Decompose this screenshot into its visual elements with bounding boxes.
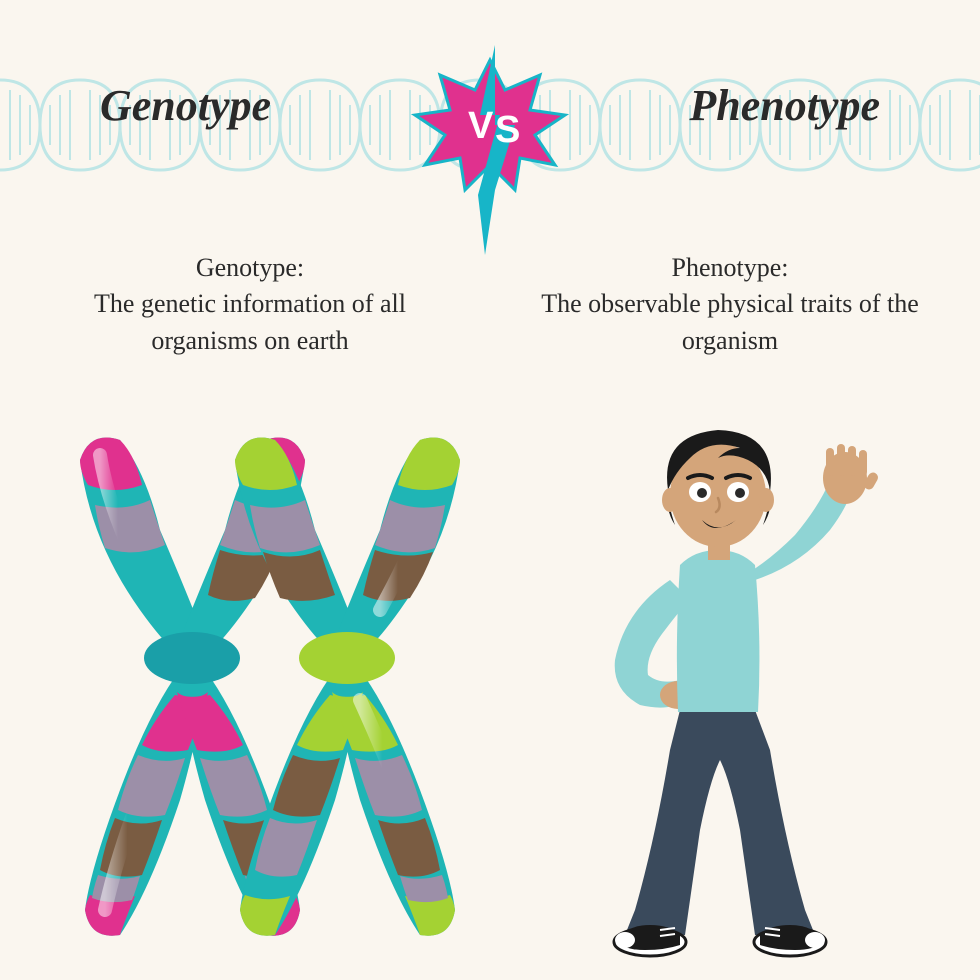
phenotype-description: Phenotype: The observable physical trait… [540, 250, 920, 359]
vs-v-text: V [468, 105, 494, 147]
vs-s-text: S [495, 109, 520, 151]
vs-badge: V S [400, 40, 580, 260]
genotype-desc-title: Genotype: [60, 250, 440, 286]
person-illustration [530, 400, 910, 960]
genotype-desc-body: The genetic information of all organisms… [60, 286, 440, 359]
genotype-title: Genotype [100, 80, 271, 131]
phenotype-desc-title: Phenotype: [540, 250, 920, 286]
chromosome-right [235, 438, 460, 936]
phenotype-desc-body: The observable physical traits of the or… [540, 286, 920, 359]
phenotype-title: Phenotype [689, 80, 880, 131]
genotype-description: Genotype: The genetic information of all… [60, 250, 440, 359]
chromosomes-illustration [30, 400, 510, 950]
